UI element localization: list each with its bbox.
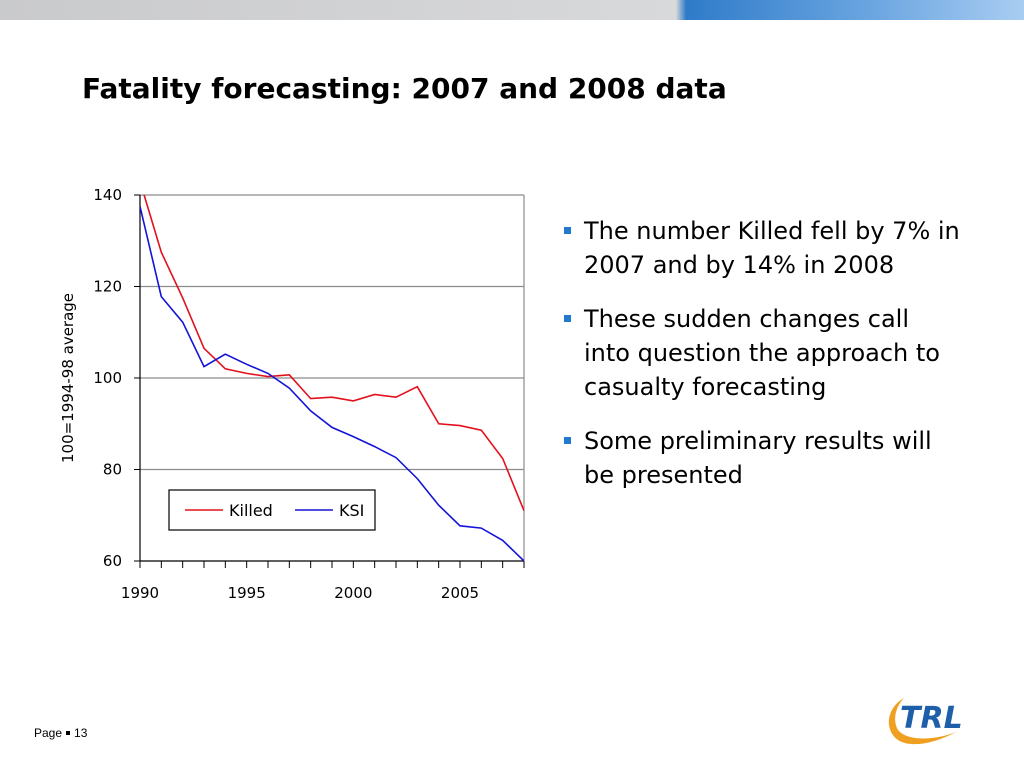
legend-label: Killed bbox=[229, 501, 273, 520]
y-tick-label: 100 bbox=[93, 369, 122, 387]
y-axis-label: 100=1994-98 average bbox=[59, 293, 77, 463]
footer-separator bbox=[66, 731, 71, 735]
top-decor-band bbox=[0, 0, 1024, 20]
slide-title: Fatality forecasting: 2007 and 2008 data bbox=[82, 72, 727, 105]
bullet-square-icon bbox=[564, 437, 571, 444]
trl-logo: TRL bbox=[888, 698, 963, 745]
y-tick-label: 120 bbox=[93, 278, 122, 296]
y-tick-label: 80 bbox=[103, 461, 122, 479]
bullet-square-icon bbox=[564, 227, 571, 234]
x-tick-label: 1995 bbox=[228, 584, 266, 602]
footer: Page 13 bbox=[34, 726, 87, 740]
page-number: 13 bbox=[74, 726, 88, 740]
x-tick-label: 1990 bbox=[121, 584, 159, 602]
x-tick-label: 2000 bbox=[334, 584, 372, 602]
page-label: Page bbox=[34, 726, 63, 740]
bullet-item: These sudden changes call into question … bbox=[562, 302, 962, 404]
bullet-item: The number Killed fell by 7% in 2007 and… bbox=[562, 214, 962, 282]
y-tick-label: 140 bbox=[93, 186, 122, 204]
legend-label: KSI bbox=[339, 501, 364, 520]
bullet-text: These sudden changes call into question … bbox=[584, 305, 940, 401]
bullet-square-icon bbox=[564, 315, 571, 322]
bullet-text: Some preliminary results will be present… bbox=[584, 427, 932, 489]
series-line-killed bbox=[143, 195, 524, 512]
logo-text: TRL bbox=[900, 701, 963, 736]
fatality-chart: 60 80 100 120 140 1990 1995 2000 2005 100=1994-98… bbox=[50, 180, 540, 610]
bullet-list: The number Killed fell by 7% in 2007 and… bbox=[562, 214, 962, 512]
bullet-item: Some preliminary results will be present… bbox=[562, 424, 962, 492]
y-tick-label: 60 bbox=[103, 552, 122, 570]
x-tick-label: 2005 bbox=[441, 584, 479, 602]
series-line-ksi bbox=[140, 206, 524, 561]
bullet-text: The number Killed fell by 7% in 2007 and… bbox=[584, 217, 960, 279]
chart-svg: 60 80 100 120 140 1990 1995 2000 2005 100=1994-98… bbox=[59, 186, 525, 602]
